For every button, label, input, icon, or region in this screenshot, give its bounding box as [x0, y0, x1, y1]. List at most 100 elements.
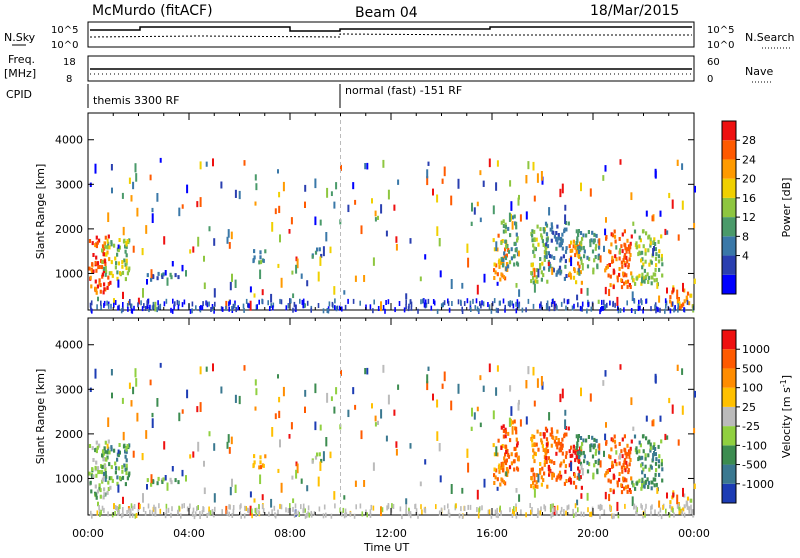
power-echo-cell — [552, 230, 555, 235]
velocity-echo-cell — [205, 366, 208, 372]
power-echo-cell — [580, 246, 583, 251]
power-echo-cell — [666, 287, 668, 294]
power-echo-cell — [249, 300, 252, 311]
velocity-ground-cell — [199, 514, 201, 519]
power-echo-cell — [558, 265, 562, 270]
velocity-y-axis-label: Slant Range [km] — [34, 369, 47, 465]
power-echo-cell — [254, 201, 257, 206]
power-echo-cell — [270, 293, 273, 303]
power-ground-cell — [171, 308, 174, 314]
power-echo-cell — [580, 240, 583, 245]
velocity-echo-cell — [531, 434, 534, 439]
velocity-ground-cell — [690, 509, 693, 515]
velocity-echo-cell — [625, 485, 628, 490]
velocity-echo-cell — [582, 450, 585, 455]
velocity-ground-cell — [499, 505, 501, 511]
power-echo-cell — [540, 277, 543, 282]
velocity-echo-cell — [604, 491, 607, 500]
power-echo-cell — [635, 276, 639, 281]
velocity-ground-cell — [401, 514, 403, 520]
power-echo-cell — [97, 296, 99, 302]
velocity-ground-cell — [119, 504, 121, 510]
power-echo-cell — [545, 251, 548, 255]
velocity-echo-cell — [371, 403, 373, 409]
velocity-y-tick-label: 1000 — [55, 472, 83, 485]
power-echo-cell — [605, 236, 608, 241]
velocity-ground-cell — [273, 505, 276, 511]
power-echo-cell — [479, 170, 482, 176]
velocity-echo-cell — [561, 443, 564, 448]
velocity-echo-cell — [382, 364, 385, 373]
power-echo-cell — [641, 272, 644, 277]
velocity-ground-cell — [556, 505, 559, 511]
power-echo-cell — [118, 245, 121, 250]
power-ground-cell — [141, 306, 144, 312]
power-ground-cell — [148, 307, 150, 313]
velocity-echo-cell — [655, 468, 658, 473]
velocity-echo-cell — [555, 441, 558, 446]
power-echo-cell — [515, 225, 518, 230]
velocity-ground-cell — [553, 507, 555, 512]
power-echo-cell — [654, 256, 658, 261]
velocity-ground-cell — [153, 504, 155, 510]
velocity-ground-cell — [126, 510, 128, 515]
power-echo-cell — [326, 187, 329, 198]
time-axis-label: Time UT — [363, 541, 409, 554]
time-tick-label: 08:00 — [274, 527, 306, 540]
power-echo-cell — [621, 232, 624, 237]
velocity-ground-cell — [149, 509, 151, 515]
velocity-echo-cell — [114, 470, 117, 475]
velocity-ground-cell — [660, 514, 663, 520]
velocity-echo-cell — [230, 436, 233, 445]
power-echo-cell — [166, 277, 169, 286]
velocity-echo-cell — [676, 364, 679, 371]
velocity-echo-cell — [101, 453, 104, 458]
power-echo-cell — [515, 232, 518, 237]
power-echo-cell — [432, 188, 434, 196]
nsky-label: N.Sky — [4, 31, 36, 44]
power-echo-cell — [542, 273, 545, 278]
velocity-echo-cell — [295, 461, 298, 467]
velocity-echo-cell — [552, 472, 555, 477]
power-echo-cell — [564, 264, 567, 269]
power-echo-cell — [314, 250, 318, 255]
velocity-echo-cell — [343, 495, 346, 500]
power-colorbar-swatch — [722, 236, 736, 256]
power-echo-cell — [88, 239, 92, 243]
power-ground-cell — [327, 308, 330, 314]
velocity-echo-cell — [100, 464, 103, 469]
velocity-echo-cell — [624, 451, 627, 456]
velocity-echo-cell — [443, 371, 446, 382]
velocity-echo-cell — [395, 441, 398, 448]
power-echo-cell — [380, 204, 383, 214]
power-echo-cell — [94, 163, 97, 174]
velocity-echo-cell — [525, 380, 528, 389]
power-ground-cell — [146, 300, 148, 306]
power-echo-cell — [124, 249, 127, 254]
power-echo-cell — [589, 243, 592, 248]
power-echo-cell — [234, 279, 237, 288]
velocity-echo-cell — [589, 448, 592, 453]
power-ground-cell — [470, 307, 472, 312]
velocity-echo-cell — [580, 464, 583, 470]
velocity-ground-cell — [447, 511, 450, 517]
power-echo-cell — [113, 298, 115, 305]
power-echo-cell — [502, 263, 505, 268]
power-ground-cell — [331, 301, 334, 307]
power-ground-cell — [385, 300, 387, 305]
velocity-echo-cell — [504, 434, 507, 439]
velocity-ground-cell — [635, 505, 638, 511]
power-echo-cell — [616, 276, 619, 283]
power-echo-cell — [610, 242, 613, 247]
velocity-echo-cell — [92, 458, 95, 462]
velocity-echo-cell — [564, 454, 568, 459]
power-echo-cell — [282, 181, 285, 192]
velocity-echo-cell — [624, 468, 627, 473]
power-echo-cell — [98, 265, 101, 269]
power-ground-cell — [295, 305, 297, 311]
power-colorbar-swatch — [722, 217, 736, 237]
power-echo-cell — [642, 244, 645, 249]
power-ground-cell — [181, 302, 184, 308]
velocity-echo-cell — [622, 476, 625, 481]
velocity-echo-cell — [540, 475, 543, 480]
